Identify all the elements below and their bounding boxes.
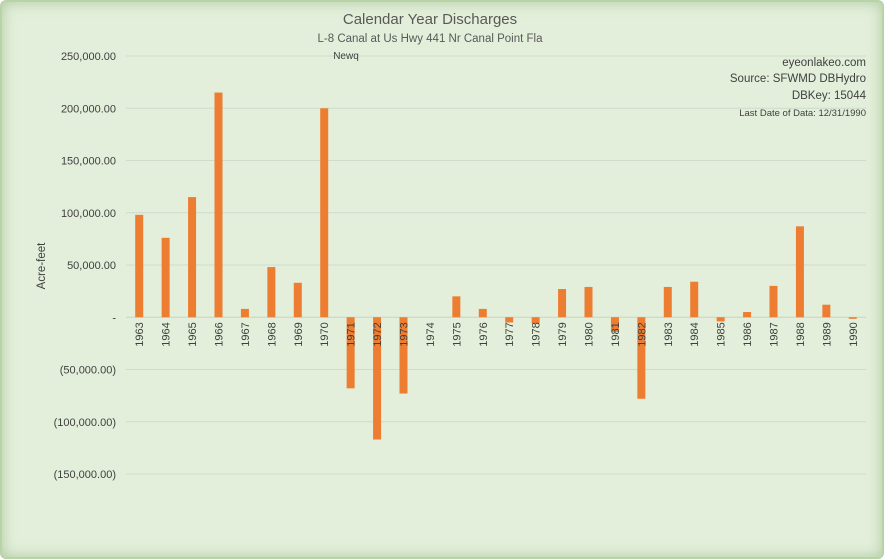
x-tick-label-1977: 1977: [504, 322, 516, 346]
x-tick-label-1990: 1990: [848, 322, 860, 346]
y-tick-label: 100,000.00: [61, 208, 116, 220]
x-tick-label-1981: 1981: [610, 322, 622, 346]
x-tick-label-1989: 1989: [821, 322, 833, 346]
x-tick-label-1983: 1983: [663, 322, 675, 346]
x-tick-label-1966: 1966: [214, 322, 226, 346]
y-axis-label: Acre-feet: [36, 242, 48, 289]
bar-1967: [240, 308, 249, 318]
x-tick-label-1965: 1965: [187, 322, 199, 346]
dbkey-text: DBKey: 15044: [792, 90, 867, 102]
bar-1976: [478, 308, 487, 318]
bar-1963: [135, 214, 144, 318]
bar-1986: [743, 312, 752, 318]
y-tick-label: 250,000.00: [61, 51, 116, 63]
bars: [135, 92, 857, 440]
bar-1968: [267, 267, 276, 318]
bar-1969: [293, 282, 302, 318]
bar-1985: [716, 317, 725, 322]
bar-1975: [452, 296, 461, 318]
bar-1966: [214, 92, 223, 318]
x-tick-label-1964: 1964: [161, 322, 173, 346]
x-tick-label-1982: 1982: [636, 322, 648, 346]
chart-subtitle: L-8 Canal at Us Hwy 441 Nr Canal Point F…: [318, 33, 544, 45]
bar-1965: [188, 197, 197, 318]
x-tick-label-1972: 1972: [372, 322, 384, 346]
gridlines: [126, 55, 866, 475]
bar-1981: [610, 317, 619, 332]
bar-1990: [848, 317, 857, 319]
x-tick-label-1975: 1975: [451, 322, 463, 346]
x-tick-label-1970: 1970: [319, 322, 331, 346]
bar-1977: [505, 317, 514, 323]
bar-1984: [690, 281, 699, 318]
bar-1989: [822, 304, 831, 318]
x-tick-label-1979: 1979: [557, 322, 569, 346]
x-tick-label-1963: 1963: [134, 322, 146, 346]
bar-1978: [531, 317, 540, 324]
y-tick-label: (100,000.00): [54, 417, 116, 429]
source-text: Source: SFWMD DBHydro: [730, 73, 866, 85]
x-tick-label-1988: 1988: [795, 322, 807, 346]
x-tick-label-1985: 1985: [716, 322, 728, 346]
y-tick-label: 200,000.00: [61, 103, 116, 115]
x-tick-label-1987: 1987: [769, 322, 781, 346]
y-tick-label: (50,000.00): [60, 365, 116, 377]
x-axis-ticks: 1963 1964 1965 1966 1967 1968 1969 1970 1971 1972…: [134, 322, 860, 346]
x-tick-label-1971: 1971: [346, 322, 358, 346]
source-site: eyeonlakeo.com: [782, 57, 866, 69]
y-tick-label: 50,000.00: [67, 260, 116, 272]
bar-1983: [663, 286, 672, 318]
bar-1973: [399, 317, 408, 394]
bar-1982: [637, 317, 646, 399]
x-tick-label-1984: 1984: [689, 322, 701, 346]
x-tick-label-1976: 1976: [478, 322, 490, 346]
x-tick-label-1986: 1986: [742, 322, 754, 346]
bar-1972: [373, 317, 382, 440]
x-tick-label-1967: 1967: [240, 322, 252, 346]
chart-title: Calendar Year Discharges: [343, 11, 517, 28]
bar-1979: [558, 289, 567, 318]
x-tick-label-1980: 1980: [584, 322, 596, 346]
y-tick-label: -: [112, 312, 116, 324]
bar-1987: [769, 285, 778, 318]
bar-1971: [346, 317, 355, 389]
x-tick-label-1969: 1969: [293, 322, 305, 346]
bar-1980: [584, 286, 593, 318]
y-tick-label: 150,000.00: [61, 156, 116, 168]
x-tick-label-1978: 1978: [531, 322, 543, 346]
y-tick-label: (150,000.00): [54, 469, 116, 481]
bar-1964: [161, 237, 170, 318]
x-tick-label-1973: 1973: [399, 322, 411, 346]
x-tick-label-1974: 1974: [425, 322, 437, 346]
y-axis-ticks: 250,000.00 200,000.00 150,000.00 100,000.00…: [54, 51, 117, 481]
last-date-text: Last Date of Data: 12/31/1990: [739, 108, 866, 119]
bar-1970: [320, 108, 329, 318]
series-label: Newq: [333, 51, 359, 62]
bar-1988: [795, 226, 804, 318]
x-tick-label-1968: 1968: [266, 322, 278, 346]
